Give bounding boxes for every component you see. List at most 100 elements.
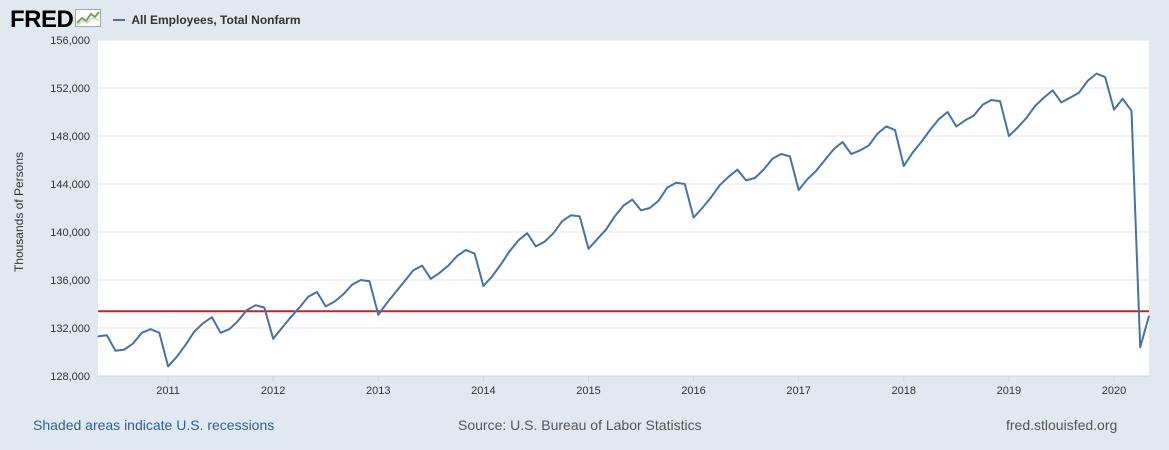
data-point xyxy=(307,296,309,298)
data-point xyxy=(333,301,336,303)
data-point xyxy=(938,118,940,120)
data-point xyxy=(500,263,502,265)
source-text: Source: U.S. Bureau of Labor Statistics xyxy=(458,417,702,433)
data-point xyxy=(868,145,870,147)
site-url[interactable]: fred.stlouisfed.org xyxy=(1006,417,1118,433)
data-point xyxy=(561,220,563,222)
data-point xyxy=(850,153,852,155)
x-tick-label: 2016 xyxy=(681,385,705,397)
data-point xyxy=(798,189,800,191)
data-point xyxy=(123,349,125,351)
data-point xyxy=(1025,117,1027,119)
data-point xyxy=(1078,92,1080,94)
x-tick-label: 2012 xyxy=(261,385,285,397)
data-point xyxy=(754,177,756,179)
x-tick-label: 2015 xyxy=(576,385,600,397)
data-point xyxy=(395,291,397,293)
data-point xyxy=(666,187,668,189)
data-point xyxy=(745,179,747,181)
data-point xyxy=(657,200,660,202)
y-tick-labels: 128,000 132,000 136,000 140,000 144,000 148,0… xyxy=(50,35,90,383)
data-point xyxy=(97,335,99,337)
data-point xyxy=(1060,101,1062,103)
data-point xyxy=(263,307,265,309)
data-point xyxy=(596,238,598,240)
data-point xyxy=(894,129,896,131)
legend-item[interactable]: All Employees, Total Nonfarm xyxy=(113,13,301,27)
x-tick-label: 2013 xyxy=(366,385,390,397)
data-point xyxy=(509,250,511,252)
data-point xyxy=(544,241,546,243)
data-point xyxy=(211,316,213,318)
y-tick-label: 156,000 xyxy=(50,35,90,47)
data-point xyxy=(728,176,730,178)
plot-area xyxy=(98,40,1149,376)
data-point xyxy=(228,328,230,330)
gridlines xyxy=(98,39,1149,382)
data-point xyxy=(885,125,887,127)
data-point xyxy=(526,232,528,234)
data-point xyxy=(693,217,695,219)
data-point xyxy=(193,331,195,333)
data-point xyxy=(202,322,204,324)
data-point xyxy=(176,356,178,358)
line-graph-icon xyxy=(75,9,102,27)
y-tick-label: 140,000 xyxy=(50,227,90,239)
data-point xyxy=(465,249,467,251)
y-tick-label: 148,000 xyxy=(50,131,90,143)
data-point xyxy=(622,205,625,207)
data-point xyxy=(150,328,152,330)
data-point xyxy=(1069,97,1071,99)
data-points xyxy=(97,73,1150,367)
data-point xyxy=(281,327,283,329)
data-point xyxy=(780,153,782,155)
data-point xyxy=(246,309,248,311)
data-point xyxy=(570,214,572,216)
data-point xyxy=(1122,98,1124,100)
data-point xyxy=(929,129,931,131)
data-point xyxy=(833,148,835,150)
data-point xyxy=(1017,127,1019,129)
data-point xyxy=(614,215,616,217)
data-point xyxy=(719,184,721,186)
data-point xyxy=(158,332,160,334)
data-point xyxy=(535,245,537,247)
data-point xyxy=(631,199,633,201)
data-point xyxy=(806,178,809,180)
data-point xyxy=(482,285,484,287)
data-point xyxy=(447,265,449,267)
data-point xyxy=(132,343,134,345)
data-point xyxy=(982,104,984,106)
data-point xyxy=(911,152,914,154)
data-point xyxy=(1113,109,1115,111)
data-point xyxy=(640,209,642,211)
x-tick-label: 2019 xyxy=(997,385,1021,397)
data-point xyxy=(439,272,441,274)
data-point xyxy=(237,320,239,322)
legend-label: All Employees, Total Nonfarm xyxy=(131,13,301,27)
data-point xyxy=(316,291,318,293)
data-point xyxy=(736,169,739,171)
data-point xyxy=(1052,89,1054,91)
data-point xyxy=(710,196,712,198)
y-tick-label: 128,000 xyxy=(50,371,90,383)
y-tick-label: 136,000 xyxy=(50,275,90,287)
x-tick-label: 2020 xyxy=(1102,385,1126,397)
data-point xyxy=(955,125,957,127)
data-point xyxy=(552,232,555,234)
data-point xyxy=(377,314,379,316)
y-tick-label: 132,000 xyxy=(50,323,90,335)
data-point xyxy=(298,307,300,309)
data-point xyxy=(491,275,493,277)
recession-note-link[interactable]: Shaded areas indicate U.S. recessions xyxy=(33,417,275,433)
fred-logo[interactable]: FRED xyxy=(10,6,74,33)
data-point xyxy=(421,265,423,267)
chart-header: FRED All Employees, Total Nonfarm xyxy=(10,6,301,34)
data-point xyxy=(1043,97,1045,99)
data-point xyxy=(1104,76,1106,78)
data-point xyxy=(360,279,362,281)
data-point xyxy=(1087,80,1089,82)
data-point xyxy=(684,183,686,185)
data-point xyxy=(649,207,651,209)
